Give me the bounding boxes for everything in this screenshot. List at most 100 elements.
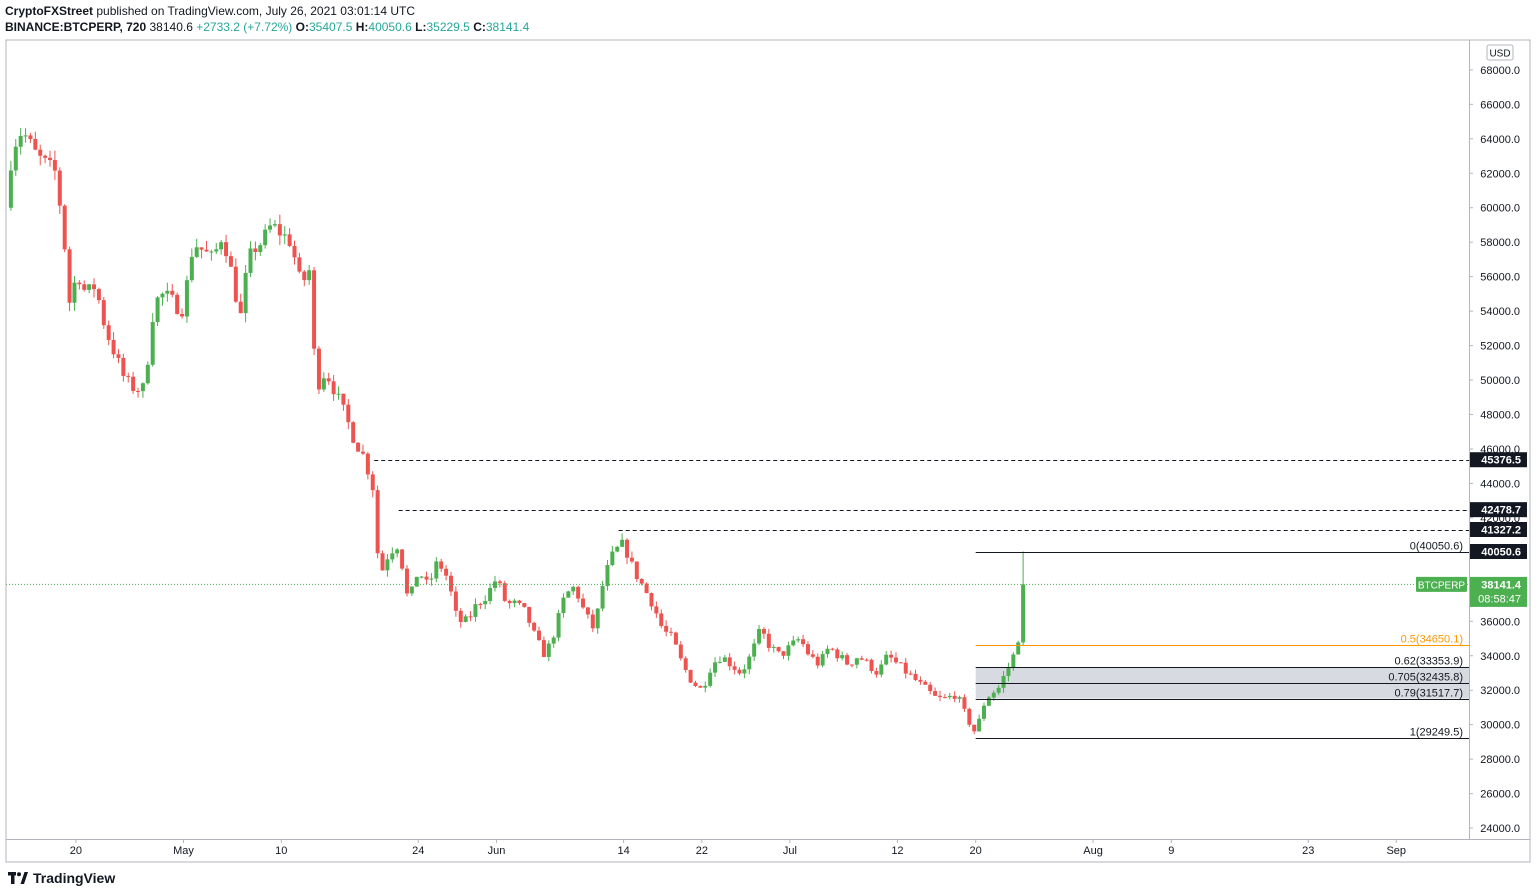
candle-down bbox=[316, 348, 321, 390]
time-axis-label: Jun bbox=[488, 845, 506, 857]
candle-down bbox=[913, 673, 918, 680]
candle-up bbox=[986, 697, 991, 706]
symbol-label[interactable]: BINANCE:BTCPERP, 720 bbox=[5, 20, 147, 34]
candle-down bbox=[346, 404, 351, 423]
price-tags-layer: 45376.5 42478.7 41327.2 40050.6 BTCPERP 38141… bbox=[1416, 452, 1527, 607]
candle-up bbox=[395, 549, 400, 554]
candle-down bbox=[893, 657, 898, 663]
candle-down bbox=[781, 651, 786, 656]
time-axis-label: 20 bbox=[70, 845, 82, 857]
candle-down bbox=[253, 248, 258, 253]
candle-down bbox=[805, 644, 810, 655]
candle-up bbox=[488, 587, 493, 602]
candle-down bbox=[77, 282, 82, 285]
price-axis[interactable]: 24000.0 26000.0 28000.0 30000.0 32000.0 34000… bbox=[1469, 44, 1520, 835]
time-axis-label: May bbox=[173, 845, 194, 857]
candle-down bbox=[585, 607, 590, 615]
candle-down bbox=[727, 657, 732, 667]
candle-down bbox=[238, 301, 243, 314]
candle-down bbox=[170, 290, 175, 295]
candle-up bbox=[145, 364, 150, 384]
candle-up bbox=[189, 256, 194, 281]
candle-down bbox=[404, 568, 409, 594]
candle-up bbox=[747, 656, 752, 670]
candle-down bbox=[297, 257, 302, 272]
candle-down bbox=[669, 631, 674, 633]
candle-down bbox=[292, 245, 297, 258]
candle-down bbox=[923, 681, 928, 685]
price-tag-label: 40050.6 bbox=[1481, 547, 1521, 559]
candle-down bbox=[233, 266, 238, 302]
candle-up bbox=[703, 685, 708, 688]
candle-up bbox=[219, 242, 224, 250]
candle-down bbox=[810, 654, 815, 657]
candle-up bbox=[757, 628, 762, 644]
last-price: 38140.6 bbox=[149, 20, 193, 34]
candle-down bbox=[82, 284, 87, 290]
open-value: 35407.5 bbox=[309, 20, 353, 34]
candle-up bbox=[155, 297, 160, 323]
candle-down bbox=[537, 630, 542, 641]
currency-label: USD bbox=[1489, 49, 1510, 60]
open-label: O: bbox=[295, 20, 309, 34]
candle-down bbox=[180, 313, 185, 317]
candle-down bbox=[933, 691, 938, 696]
time-axis-label: 9 bbox=[1168, 845, 1174, 857]
price-axis-label: 64000.0 bbox=[1480, 134, 1520, 146]
candle-down bbox=[351, 422, 356, 443]
candle-down bbox=[918, 679, 923, 682]
candle-down bbox=[649, 593, 654, 607]
candle-down bbox=[678, 644, 683, 659]
candle-down bbox=[38, 149, 43, 156]
candle-down bbox=[859, 658, 864, 660]
price-axis-label: 48000.0 bbox=[1480, 410, 1520, 422]
candle-down bbox=[830, 648, 835, 650]
price-axis-label: 34000.0 bbox=[1480, 651, 1520, 663]
candle-up bbox=[752, 643, 757, 657]
candle-down bbox=[693, 682, 698, 686]
candle-up bbox=[840, 655, 845, 659]
candle-down bbox=[889, 654, 894, 658]
candle-up bbox=[23, 135, 28, 137]
candle-up bbox=[87, 284, 92, 290]
candle-down bbox=[287, 234, 292, 246]
candle-down bbox=[62, 205, 67, 250]
candle-up bbox=[13, 146, 18, 171]
candle-up bbox=[140, 383, 145, 392]
candle-up bbox=[717, 661, 722, 663]
candle-up bbox=[165, 290, 170, 294]
candle-down bbox=[326, 378, 331, 382]
time-axis[interactable]: 20 May 10 24 Jun 14 22 Jul 12 20 Aug 9 23 Sep bbox=[70, 839, 1406, 857]
candle-up bbox=[722, 657, 727, 662]
candle-up bbox=[243, 272, 248, 314]
chart-frame bbox=[5, 39, 1531, 863]
high-label: H: bbox=[355, 20, 369, 34]
candle-up bbox=[434, 561, 439, 579]
candle-up bbox=[512, 600, 517, 604]
tradingview-logo[interactable]: TradingView bbox=[8, 869, 115, 887]
time-axis-label: Aug bbox=[1083, 845, 1103, 857]
candle-down bbox=[341, 393, 346, 405]
candle-up bbox=[771, 647, 776, 649]
candle-up bbox=[414, 576, 419, 587]
candle-up bbox=[600, 585, 605, 609]
candle-down bbox=[67, 249, 72, 303]
candle-down bbox=[224, 242, 229, 257]
author-name[interactable]: CryptoFXStreet bbox=[5, 4, 94, 18]
candle-down bbox=[365, 453, 370, 475]
candle-down bbox=[522, 603, 527, 607]
time-axis-label: Jul bbox=[783, 845, 797, 857]
candle-up bbox=[825, 648, 830, 655]
candle-up bbox=[791, 640, 796, 646]
price-axis-label: 58000.0 bbox=[1480, 237, 1520, 249]
candle-up bbox=[385, 559, 390, 571]
candle-down bbox=[126, 375, 131, 377]
candle-down bbox=[654, 606, 659, 614]
high-value: 40050.6 bbox=[368, 20, 412, 34]
candle-up bbox=[248, 248, 253, 273]
time-axis-label: Sep bbox=[1386, 845, 1406, 857]
candle-down bbox=[116, 354, 121, 358]
candle-up bbox=[947, 695, 952, 698]
fib-level-label: 0(40050.6) bbox=[1410, 541, 1463, 553]
